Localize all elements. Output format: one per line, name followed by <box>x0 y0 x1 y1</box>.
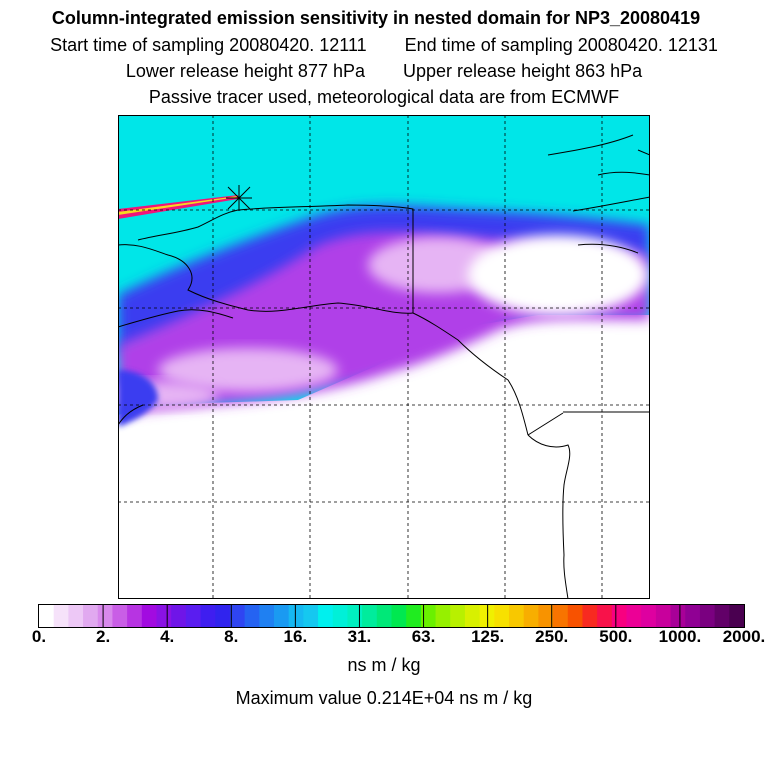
colorbar-frame <box>38 604 745 628</box>
colorbar-swatch <box>200 605 216 627</box>
colorbar-swatch <box>597 605 613 627</box>
colorbar-swatch <box>420 605 437 627</box>
colorbar-tick-label: 8. <box>224 627 239 646</box>
colorbar-swatch <box>538 605 554 627</box>
colorbar-swatch <box>68 605 84 627</box>
colorbar-swatch <box>391 605 407 627</box>
colorbar-swatch <box>347 605 363 627</box>
colorbar-swatch <box>611 605 628 627</box>
colorbar-swatch <box>655 605 672 627</box>
grid-lines <box>118 115 650 599</box>
release-lower: Lower release height 877 hPa <box>125 61 365 81</box>
map-frame <box>118 115 650 599</box>
colorbar-swatch <box>509 605 525 627</box>
colorbar-swatch <box>626 605 642 627</box>
maximum-value: Maximum value 0.214E+04 ns m / kg <box>235 688 533 708</box>
colorbar-tick-label: 2000. <box>722 627 766 646</box>
colorbar-swatch <box>523 605 539 627</box>
colorbar-swatch <box>185 605 202 627</box>
sampling-time-line: Start time of sampling 20080420. 12111 En… <box>0 34 768 56</box>
coastlines <box>118 134 650 599</box>
colorbar-swatch <box>406 605 422 627</box>
tracer-note: Passive tracer used, meteorological data… <box>148 87 620 107</box>
colorbar-swatch <box>582 605 598 627</box>
colorbar-swatch <box>274 605 290 627</box>
colorbar-swatch <box>156 605 172 627</box>
colorbar-swatch <box>641 605 657 627</box>
colorbar-swatch <box>39 605 55 627</box>
colorbar-swatch <box>244 605 260 627</box>
colorbar-swatch <box>318 605 334 627</box>
colorbar-swatch <box>362 605 378 627</box>
colorbar-swatch <box>685 605 701 627</box>
colorbar-tick-label: 0. <box>31 627 47 646</box>
colorbar-swatch <box>303 605 319 627</box>
release-point-marker <box>226 185 252 211</box>
colorbar-tick-label: 31. <box>347 627 372 646</box>
colorbar-swatch <box>112 605 128 627</box>
colorbar-swatch <box>97 605 114 627</box>
colorbar-swatch <box>259 605 275 627</box>
sampling-start: Start time of sampling 20080420. 12111 <box>50 35 367 55</box>
colorbar-swatch <box>729 605 745 627</box>
colorbar-swatch <box>83 605 99 627</box>
inland-low-area <box>468 235 648 315</box>
blue-patch-left <box>118 370 158 427</box>
colorbar-swatch <box>450 605 466 627</box>
colorbar-swatch <box>464 605 481 627</box>
low-sensitivity-area <box>118 315 650 599</box>
colorbar-tick-label: 63. <box>411 627 436 646</box>
colorbar-swatch <box>229 605 246 627</box>
figure-title: Column-integrated emission sensitivity i… <box>51 8 701 28</box>
colorbar-swatch <box>553 605 569 627</box>
colorbar-tick-label: 125. <box>471 627 505 646</box>
colorbar-swatch <box>288 605 304 627</box>
colorbar-tick-label: 4. <box>160 627 175 646</box>
colorbar-swatch <box>714 605 730 627</box>
colorbar-swatch <box>376 605 393 627</box>
colorbar-tick-label: 2. <box>95 627 111 646</box>
colorbar-swatch <box>171 605 187 627</box>
colorbar-swatch <box>567 605 584 627</box>
colorbar-swatch <box>435 605 451 627</box>
colorbar-swatch <box>699 605 716 627</box>
colorbar-tick-label: 250. <box>535 627 569 646</box>
colorbar-swatch <box>53 605 69 627</box>
release-upper: Upper release height 863 hPa <box>403 61 643 81</box>
colorbar-tick-label: 500. <box>599 627 633 646</box>
colorbar-swatch <box>141 605 158 627</box>
colorbar-tick-label: 16. <box>283 627 308 646</box>
sampling-end: End time of sampling 20080420. 12131 <box>404 35 718 55</box>
sensitivity-map <box>118 115 650 599</box>
colorbar-swatch <box>332 605 349 627</box>
light-purple-patch <box>158 348 338 392</box>
units-label: ns m / kg <box>347 655 421 675</box>
colorbar-swatch <box>215 605 231 627</box>
colorbar-swatch <box>479 605 495 627</box>
colorbar-swatch <box>670 605 686 627</box>
release-height-line: Lower release height 877 hPa Upper releas… <box>0 60 768 82</box>
colorbar-swatch <box>494 605 510 627</box>
colorbar-tick-label: 1000. <box>658 627 702 646</box>
colorbar-swatch <box>127 605 143 627</box>
